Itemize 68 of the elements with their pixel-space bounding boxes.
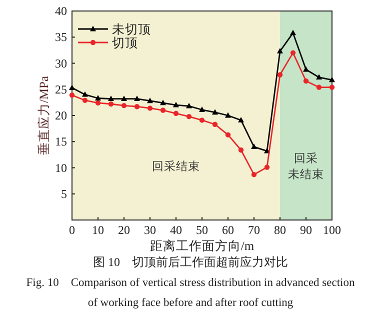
- point: [290, 30, 296, 36]
- point: [108, 101, 114, 107]
- point: [82, 98, 88, 103]
- point: [238, 117, 244, 122]
- legend-label: 未切顶: [112, 22, 151, 36]
- point: [69, 84, 75, 90]
- point: [186, 102, 192, 108]
- point: [225, 112, 231, 118]
- y-tick-label: 30: [55, 56, 67, 70]
- point: [303, 78, 309, 84]
- x-tick-label: 20: [118, 223, 130, 237]
- point: [277, 72, 283, 78]
- y-tick-label: 25: [55, 82, 67, 96]
- point: [329, 84, 335, 90]
- point: [199, 106, 205, 112]
- point: [121, 96, 127, 101]
- point: [95, 100, 101, 106]
- point: [160, 108, 166, 113]
- point: [225, 132, 231, 138]
- point: [121, 102, 127, 108]
- band-label: 回采未结束: [288, 152, 324, 181]
- y-tick-label: 20: [55, 108, 67, 122]
- y-axis-title: 垂直应力/MPa: [36, 76, 51, 156]
- text: Fig. 10 Comparison of vertical stress distribution in advanced section of working face before and after roof cutting: [25, 276, 356, 311]
- x-tick-label: 0: [69, 223, 75, 237]
- point: [173, 110, 179, 116]
- y-tick-label: 15: [55, 134, 67, 149]
- point: [316, 84, 322, 90]
- point: [264, 164, 270, 170]
- point: [147, 106, 153, 111]
- point: [251, 144, 257, 150]
- legend-label: 切顶: [112, 36, 138, 50]
- y-tick-label: 35: [55, 30, 67, 44]
- point: [82, 91, 88, 97]
- point: [212, 122, 218, 127]
- point: [160, 100, 166, 106]
- point: [186, 114, 192, 120]
- point: [134, 96, 140, 101]
- x-tick-label: 90: [300, 223, 312, 237]
- x-tick-label: 70: [248, 223, 260, 237]
- x-tick-label: 40: [170, 223, 182, 237]
- point: [173, 102, 179, 108]
- point: [277, 48, 283, 54]
- x-axis-title: 距离工作面方向/m: [150, 238, 254, 253]
- point: [134, 104, 140, 110]
- point: [147, 98, 153, 104]
- band-label: 回采结束: [152, 160, 200, 173]
- point: [329, 76, 335, 82]
- point: [316, 74, 322, 80]
- point: [290, 50, 296, 56]
- point: [69, 92, 75, 98]
- band: 回采未结束: [280, 11, 332, 220]
- y-tick-label: 10: [55, 160, 67, 175]
- point: [108, 96, 114, 101]
- point: [199, 118, 205, 123]
- x-tick-label: 100: [323, 223, 341, 237]
- x-tick-label: 60: [222, 223, 234, 237]
- y-tick-label: 40: [55, 4, 67, 18]
- point: [238, 147, 244, 153]
- point: [212, 109, 218, 115]
- text: 图 10 切顶前后工作面超前应力对比: [92, 254, 289, 271]
- point: [95, 95, 101, 100]
- x-tick-label: 10: [92, 223, 104, 237]
- x-tick-label: 50: [196, 223, 208, 237]
- y-tick-label: 5: [61, 186, 67, 201]
- x-tick-label: 80: [274, 223, 286, 237]
- x-tick-label: 30: [144, 223, 156, 237]
- point: [251, 172, 257, 178]
